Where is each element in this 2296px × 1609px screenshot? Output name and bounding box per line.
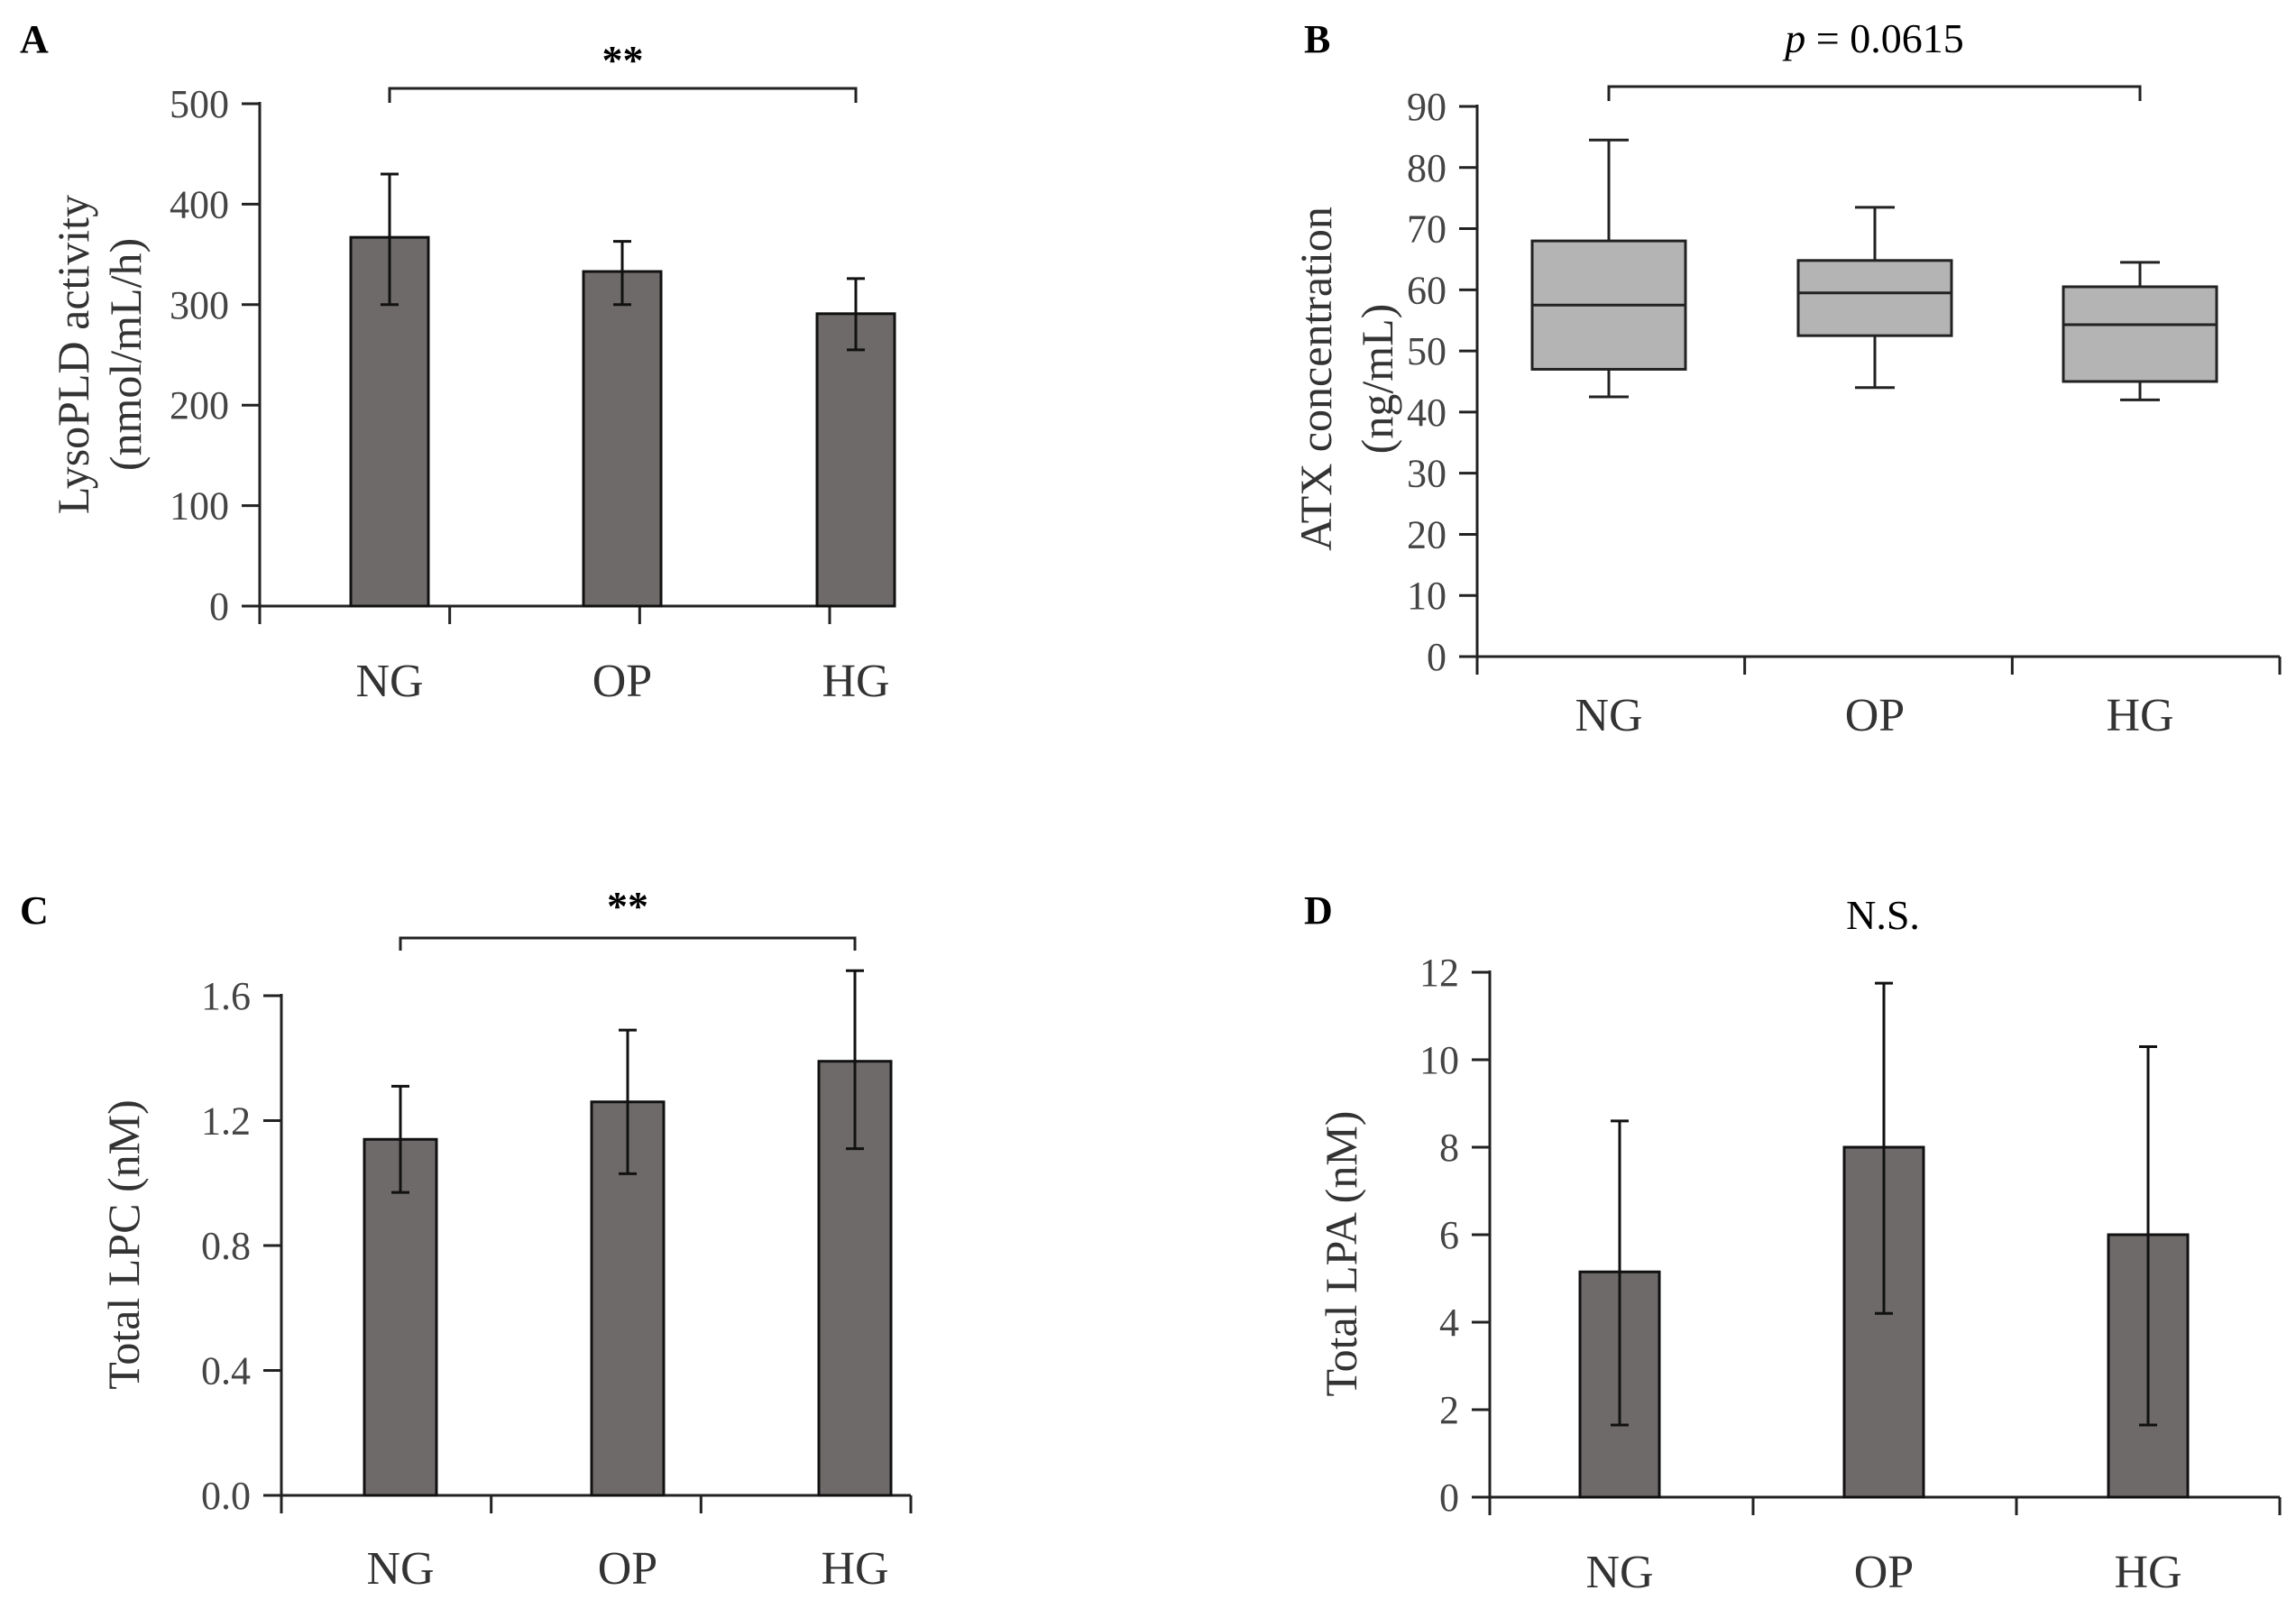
- y-tick-label: 0: [1439, 1476, 1459, 1520]
- bar-op: [582, 270, 663, 608]
- panel-b-chart: B 0 10 20 30 40 50 60 70 80 90 NG OP HG ATX concentrat…: [1290, 15, 2282, 741]
- y-tick-label: 2: [1439, 1388, 1459, 1432]
- x-category-label: OP: [1845, 690, 1905, 741]
- y-tick-label: 30: [1407, 452, 1446, 496]
- significance-bracket: [399, 936, 857, 951]
- y-tick-label: 4: [1439, 1301, 1459, 1345]
- y-tick-label: 90: [1407, 85, 1446, 129]
- y-axis-title-line1: ATX concentration: [1290, 207, 1341, 551]
- x-category-label: HG: [2106, 690, 2173, 741]
- x-category-label: NG: [1585, 1547, 1653, 1598]
- panel-a-chart: A 0 100 200 300 400 500 NG OP HG LysoPLD activity(…: [20, 17, 896, 707]
- y-tick-label: 0.0: [201, 1474, 251, 1518]
- y-tick-label: 40: [1407, 391, 1446, 435]
- y-tick-label: 200: [170, 383, 229, 428]
- y-tick-label: 500: [170, 82, 229, 126]
- x-category-label: NG: [355, 656, 423, 707]
- bar-ng: [363, 1137, 438, 1497]
- significance-label: N.S.: [1846, 892, 1920, 938]
- y-tick-label: 10: [1419, 1038, 1459, 1082]
- y-tick-label: 12: [1419, 951, 1459, 995]
- p-value-label: p = 0.0615: [1782, 15, 1963, 61]
- y-tick-label: 60: [1407, 268, 1446, 312]
- y-tick-label: 1.2: [201, 1099, 251, 1144]
- y-tick-label: 100: [170, 484, 229, 529]
- p-symbol: p: [1782, 15, 1805, 61]
- box-op: [1796, 259, 1953, 337]
- x-category-label: HG: [821, 1543, 888, 1595]
- y-tick-label: 0: [209, 584, 229, 629]
- p-value-number: = 0.0615: [1805, 15, 1963, 61]
- y-tick-label: 20: [1407, 512, 1446, 556]
- x-category-label: NG: [1575, 690, 1642, 741]
- x-category-label: HG: [822, 656, 889, 707]
- y-axis-title: Total LPC (nM): [98, 1099, 149, 1389]
- y-axis-title-line2: (ng/mL): [1352, 304, 1402, 455]
- x-category-label: NG: [366, 1543, 434, 1595]
- x-category-label: OP: [592, 656, 652, 707]
- y-tick-label: 300: [170, 283, 229, 327]
- y-tick-label: 0.8: [201, 1224, 251, 1268]
- y-tick-label: 8: [1439, 1126, 1459, 1170]
- x-category-label: HG: [2114, 1547, 2181, 1598]
- x-category-label: OP: [598, 1543, 657, 1595]
- y-axis-title-line2: (nmol/mL/h): [100, 238, 151, 471]
- x-category-label: OP: [1854, 1547, 1914, 1598]
- significance-bracket: [388, 87, 858, 103]
- y-axis-title-line1: LysoPLD activity: [48, 195, 98, 514]
- y-tick-label: 80: [1407, 146, 1446, 190]
- y-tick-label: 0: [1427, 635, 1446, 679]
- y-tick-label: 70: [1407, 207, 1446, 252]
- y-axis-title: Total LPA (nM): [1316, 1111, 1366, 1397]
- panel-d-letter: D: [1304, 888, 1333, 933]
- significance-label: **: [602, 37, 644, 83]
- box-hg: [2062, 285, 2218, 383]
- y-tick-label: 1.6: [201, 974, 251, 1018]
- significance-bracket: [1607, 85, 2142, 101]
- panel-a-letter: A: [20, 17, 49, 61]
- significance-label: **: [607, 883, 648, 929]
- y-tick-label: 6: [1439, 1213, 1459, 1257]
- panel-d-chart: D 0 2 4 6 8 10 12 NG OP HG Total LPA (nM) N.S.: [1304, 888, 2282, 1598]
- bar-hg: [815, 312, 896, 608]
- y-tick-label: 50: [1407, 329, 1446, 373]
- panel-c-chart: C 0.0 0.4 0.8 1.2 1.6 NG OP HG Total LPC (nM) **: [20, 883, 913, 1595]
- panel-b-letter: B: [1304, 17, 1330, 61]
- y-tick-label: 10: [1407, 574, 1446, 618]
- y-tick-label: 400: [170, 182, 229, 226]
- panel-c-letter: C: [20, 888, 49, 933]
- y-tick-label: 0.4: [201, 1349, 251, 1393]
